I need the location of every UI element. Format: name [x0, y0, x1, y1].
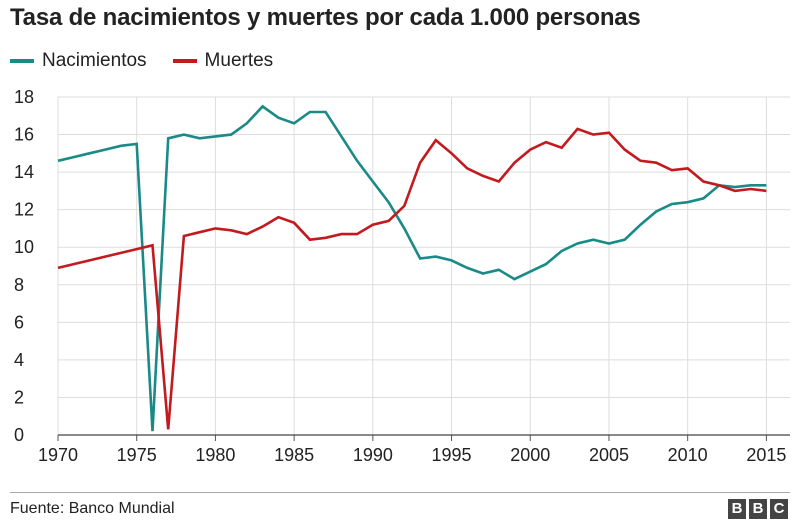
y-tick-label: 16: [14, 125, 34, 145]
bbc-logo-letter: C: [770, 499, 788, 519]
legend-label-nacimientos: Nacimientos: [42, 50, 147, 71]
legend-swatch-muertes: [172, 59, 197, 63]
chart-title: Tasa de nacimientos y muertes por cada 1…: [10, 4, 641, 31]
series-line-muertes: [57, 127, 767, 430]
x-tick-label: 1970: [38, 445, 78, 465]
x-tick-label: 2015: [746, 445, 786, 465]
x-tick-label: 1995: [432, 445, 472, 465]
axes: 0 2 4 6 8 10 12 14 16 18 1970 1975 1980 1985 1990 1995 2…: [14, 87, 790, 465]
y-tick-label: 6: [14, 312, 24, 332]
legend-label-muertes: Muertes: [204, 50, 274, 71]
legend: Nacimientos Muertes: [10, 50, 299, 72]
bbc-logo: B B C: [725, 499, 788, 519]
y-tick-label: 14: [14, 162, 34, 182]
y-tick-label: 4: [14, 350, 24, 370]
y-tick-label: 12: [14, 200, 34, 220]
y-tick-label: 10: [14, 237, 34, 257]
bbc-logo-letter: B: [749, 499, 767, 519]
x-tick-label: 1990: [353, 445, 393, 465]
x-tick-label: 1975: [117, 445, 157, 465]
y-tick-label: 0: [14, 425, 24, 445]
x-tick-label: 2010: [668, 445, 708, 465]
legend-item-muertes: Muertes: [172, 50, 274, 72]
y-tick-label: 18: [14, 87, 34, 107]
series-line-nacimientos: [57, 104, 767, 432]
x-tick-label: 1980: [195, 445, 235, 465]
legend-swatch-nacimientos: [10, 59, 34, 63]
bbc-logo-letter: B: [728, 499, 746, 519]
source-note: Fuente: Banco Mundial: [10, 500, 175, 517]
series: [57, 104, 767, 432]
y-tick-label: 2: [14, 387, 24, 407]
legend-item-nacimientos: Nacimientos: [10, 50, 147, 72]
x-tick-label: 2005: [589, 445, 629, 465]
x-tick-label: 1985: [274, 445, 314, 465]
footer-divider: [10, 492, 790, 493]
x-tick-label: 2000: [510, 445, 550, 465]
y-tick-label: 8: [14, 275, 24, 295]
